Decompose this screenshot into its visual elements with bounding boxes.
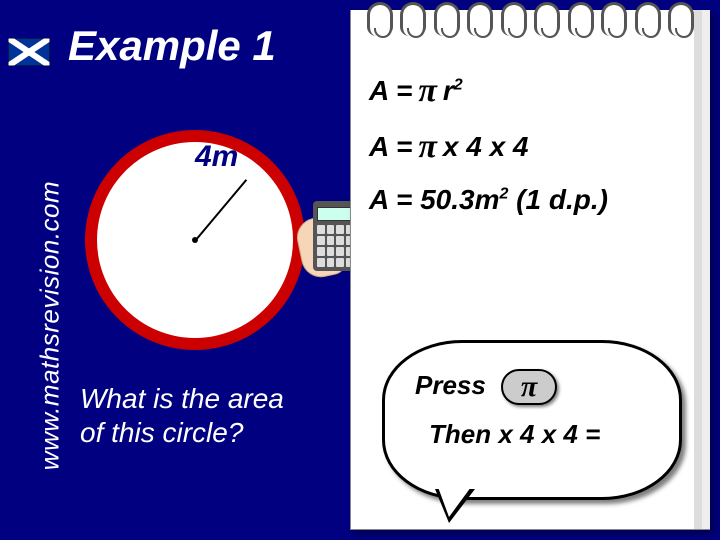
source-url: www.mathsrevision.com (35, 146, 66, 506)
bubble-line-1: Press π (415, 369, 649, 405)
question-line: What is the area of this circle? (80, 383, 284, 448)
eq2-rhs: x 4 x 4 (443, 131, 529, 163)
pi-symbol: π (418, 72, 437, 110)
bubble-content: Press π Then x 4 x 4 = (385, 343, 679, 476)
spiral-binding (363, 2, 698, 42)
bubble-line-2: Then x 4 x 4 = (415, 419, 649, 450)
equation-result: A = 50.3m2 (1 d.p.) (369, 184, 692, 216)
speech-bubble: Press π Then x 4 x 4 = (382, 340, 682, 500)
circle-center-dot (192, 237, 198, 243)
pi-button-icon: π (501, 369, 557, 405)
press-text: Press (415, 370, 486, 400)
eq3-main: A = 50.3m (369, 184, 499, 215)
eq2-lhs: A = (369, 131, 412, 163)
eq1-lhs: A = (369, 75, 412, 107)
radius-label: 4m (195, 140, 238, 174)
equation-substituted: A = π x 4 x 4 (369, 128, 692, 166)
question-text: What is the area of this circle? (80, 382, 284, 449)
eq3-suffix: (1 d.p.) (508, 184, 608, 215)
calculator-keys (317, 225, 353, 267)
equation-formula: A = π r2 (369, 72, 692, 110)
page-title: Example 1 (68, 22, 276, 70)
scotland-flag-icon (8, 38, 50, 66)
notepad-content: A = π r2 A = π x 4 x 4 A = 50.3m2 (1 d.p… (369, 54, 692, 216)
pi-symbol-2: π (418, 128, 437, 166)
notepad: A = π r2 A = π x 4 x 4 A = 50.3m2 (1 d.p… (350, 10, 710, 530)
eq1-var: r (443, 75, 454, 106)
calculator-screen (317, 207, 353, 221)
eq1-exp: 2 (454, 77, 463, 94)
